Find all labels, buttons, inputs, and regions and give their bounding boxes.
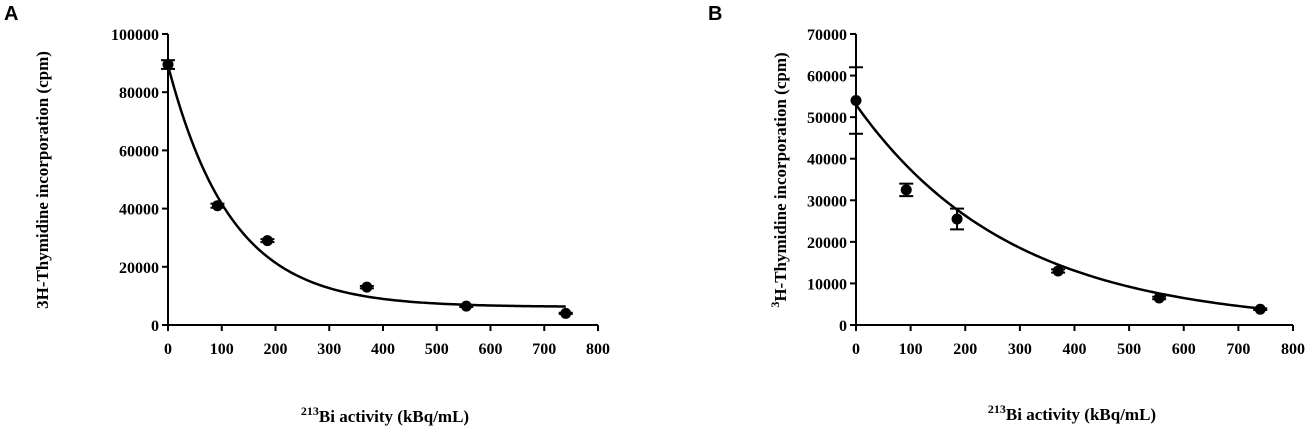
x-tick-label-a: 400 (371, 341, 395, 358)
y-tick-label-a: 80000 (119, 85, 159, 102)
x-axis-title-a-sup: 213 (301, 404, 319, 418)
y-axis-title-b-main: H-Thymidine incorporation (cpm) (771, 52, 790, 301)
x-tick-label-b: 400 (1063, 341, 1087, 358)
x-axis-title-a: 213Bi activity (kBq/mL) (301, 404, 469, 426)
x-tick-label-a: 800 (586, 341, 610, 358)
x-axis-title-b-main: Bi activity (kBq/mL) (1006, 405, 1156, 424)
y-tick-label-b: 0 (839, 318, 847, 335)
x-tick-label-b: 300 (1008, 341, 1032, 358)
x-tick-label-b: 800 (1281, 341, 1305, 358)
data-point-a (560, 307, 572, 319)
x-tick-label-a: 300 (317, 341, 341, 358)
x-axis-title-b: 213Bi activity (kBq/mL) (988, 402, 1156, 424)
y-tick-label-b: 50000 (807, 110, 847, 127)
y-axis-title-a-main: 3H-Thymidine incorporation (cpm) (33, 51, 52, 309)
panel-letter-b: B (708, 3, 722, 25)
plot-area-b: 0 100 200 300 400 500 600 700 800 0 10000 20000 3000… (807, 27, 1305, 358)
x-tick-label-a: 700 (532, 341, 556, 358)
data-point-b (1052, 265, 1064, 277)
y-tick-label-b: 20000 (807, 235, 847, 252)
data-point-b (900, 184, 912, 196)
x-tick-label-b: 600 (1172, 341, 1196, 358)
y-tick-label-b: 60000 (807, 69, 847, 86)
fit-curve-a (166, 65, 566, 308)
y-tick-label-a: 60000 (119, 143, 159, 160)
y-tick-label-b: 10000 (807, 276, 847, 293)
y-axis-title-a: 3H-Thymidine incorporation (cpm) (33, 51, 52, 309)
data-point-b (1153, 292, 1165, 304)
y-tick-label-a: 40000 (119, 202, 159, 219)
data-point-a (361, 281, 373, 293)
panel-letter-a: A (4, 3, 18, 25)
panel-b: B 0 100 200 300 400 500 600 700 8000100002000030… (708, 3, 1305, 424)
x-tick-label-a: 500 (425, 341, 449, 358)
x-tick-label-a: 100 (210, 341, 234, 358)
y-tick-label-a: 20000 (119, 260, 159, 277)
x-tick-label-b: 100 (899, 341, 923, 358)
panel-a: A 0 100 200 300 400 500 600 700 800 0 20000 40000 60… (4, 3, 610, 426)
y-axis-title-b: 3H-Thymidine incorporation (cpm) (768, 52, 790, 307)
y-axis-title-b-sup: 3 (768, 302, 782, 308)
y-tick-label-b: 30000 (807, 193, 847, 210)
data-point-b (850, 95, 862, 107)
data-point-b (1254, 303, 1266, 315)
y-tick-label-a: 0 (151, 318, 159, 335)
x-tick-label-b: 200 (953, 341, 977, 358)
plot-area-a: 0 100 200 300 400 500 600 700 800 0 20000 40000 6000… (111, 27, 610, 358)
x-tick-label-b: 700 (1226, 341, 1250, 358)
x-tick-label-a: 0 (164, 341, 172, 358)
x-axis-title-b-sup: 213 (988, 402, 1006, 416)
x-tick-label-b: 0 (852, 341, 860, 358)
x-tick-label-a: 200 (264, 341, 288, 358)
x-tick-label-a: 600 (479, 341, 503, 358)
x-axis-title-a-main: Bi activity (kBq/mL) (319, 407, 469, 426)
fit-curve-b (854, 103, 1261, 310)
y-tick-label-b: 40000 (807, 152, 847, 169)
y-tick-label-b: 70000 (807, 27, 847, 44)
data-point-a (211, 200, 223, 212)
data-point-b (951, 213, 963, 225)
data-point-a (162, 59, 174, 71)
x-tick-label-b: 500 (1117, 341, 1141, 358)
data-point-a (460, 300, 472, 312)
y-tick-label-a: 100000 (111, 27, 159, 44)
data-point-a (261, 235, 273, 247)
